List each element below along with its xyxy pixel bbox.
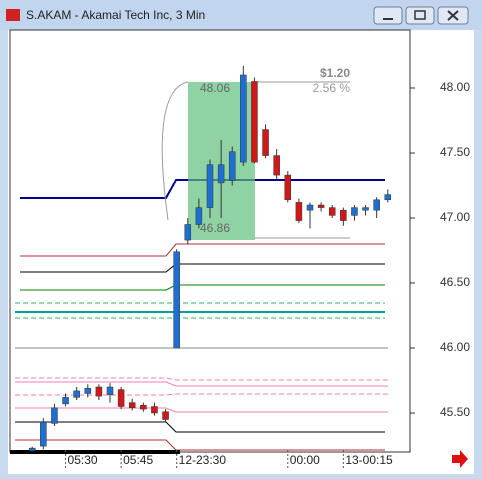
candle-body <box>251 81 258 163</box>
candle-body <box>117 389 125 407</box>
high-label: 48.06 <box>200 81 230 95</box>
candle-body <box>28 447 36 451</box>
percent-label: 2.56 % <box>313 81 351 95</box>
y-tick-label: 46.50 <box>440 275 470 289</box>
candle-body <box>340 209 347 221</box>
candle-body <box>240 74 247 163</box>
candle-body <box>162 411 169 420</box>
candle-body <box>128 402 136 409</box>
candle-body <box>184 224 192 241</box>
y-tick-label: 46.00 <box>440 340 470 354</box>
low-label: 46.86 <box>200 221 230 235</box>
candle-body <box>84 388 92 394</box>
change-label: $1.20 <box>320 66 350 80</box>
candle-body <box>106 386 114 396</box>
maximize-button[interactable] <box>405 6 435 25</box>
x-tick-label: 12-23:30 <box>179 453 227 467</box>
candle-body <box>140 404 147 410</box>
candle-body <box>317 204 325 208</box>
candle-body <box>295 202 303 221</box>
y-tick-label: 45.50 <box>440 405 470 419</box>
x-tick-label: 13-00:15 <box>345 453 393 467</box>
candle-body <box>273 155 280 176</box>
candle-body <box>195 207 203 225</box>
scroll-arrow[interactable] <box>452 450 468 468</box>
candle-body <box>306 204 314 211</box>
y-tick-label: 48.00 <box>440 80 470 94</box>
app-icon <box>6 9 20 21</box>
x-tick-label: 05:45 <box>123 453 153 467</box>
minimize-button[interactable] <box>373 6 403 25</box>
candle-body <box>62 397 69 405</box>
y-tick-label: 47.50 <box>440 145 470 159</box>
candle-body <box>262 129 269 156</box>
candle-body <box>40 421 47 447</box>
candle-body <box>384 194 392 201</box>
candle-body <box>151 406 158 414</box>
candle-body <box>206 164 214 208</box>
window-title: S.AKAM - Akamai Tech Inc, 3 Min <box>26 8 205 22</box>
y-tick-label: 47.00 <box>440 210 470 224</box>
candle-body <box>284 174 292 201</box>
candle-body <box>73 390 80 398</box>
indicator-lines <box>15 81 388 451</box>
candle-body <box>217 164 225 184</box>
x-tick-label: 05:30 <box>68 453 98 467</box>
candle-body <box>228 151 236 181</box>
candle-body <box>351 207 358 216</box>
plot-frame <box>9 29 411 453</box>
candle-body <box>51 407 58 424</box>
candle-body <box>95 386 103 397</box>
candle-body <box>362 207 369 211</box>
candle-body <box>173 251 180 349</box>
candle-body <box>373 199 380 211</box>
candle-body <box>328 207 336 216</box>
x-tick-label: 00:00 <box>290 453 320 467</box>
session-bar <box>10 450 180 454</box>
